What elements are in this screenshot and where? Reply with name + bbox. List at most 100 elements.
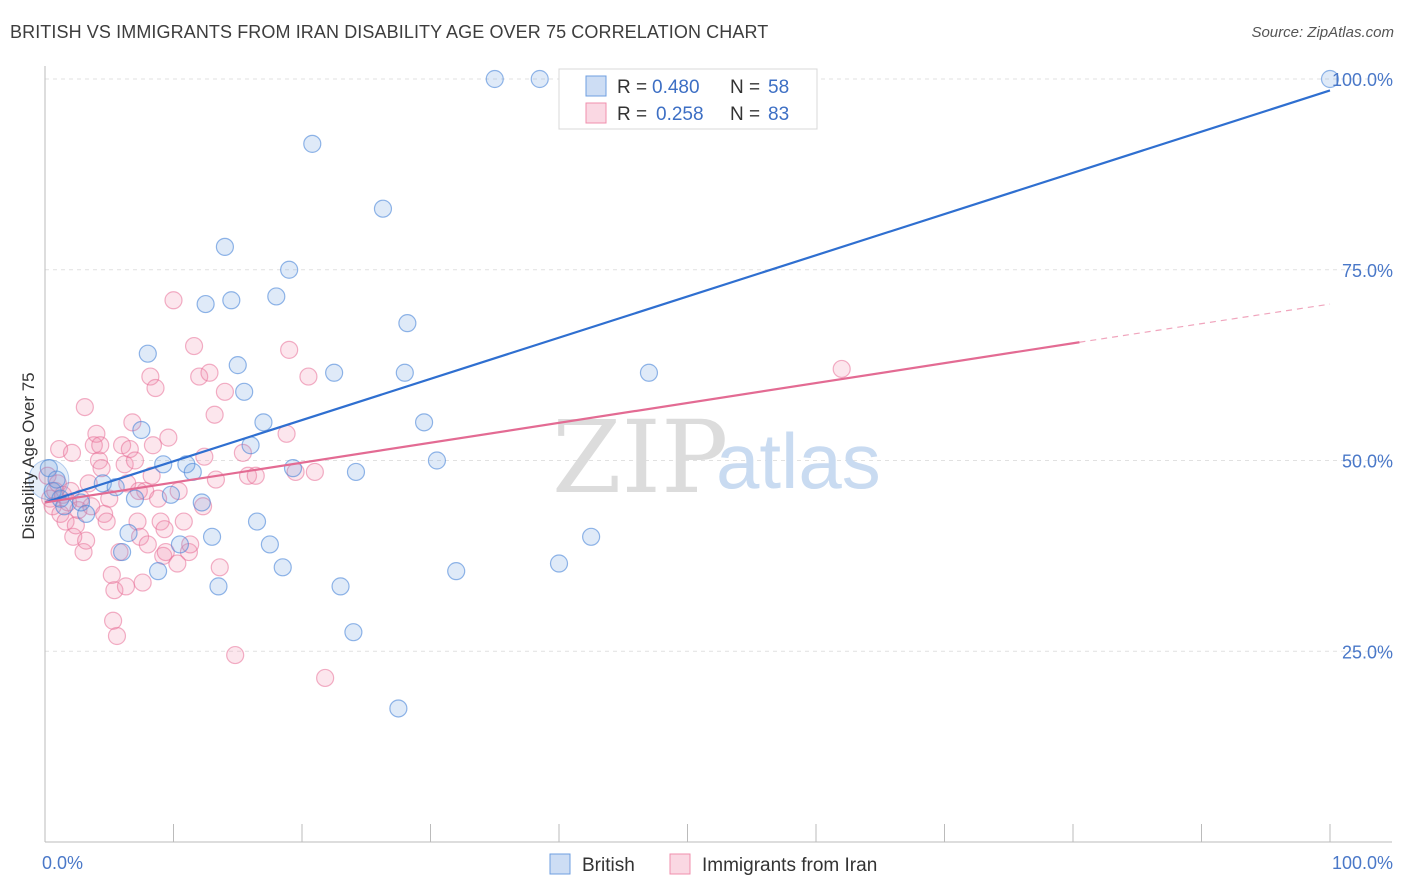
data-point-iran [181,535,200,554]
data-point-iran [77,531,96,550]
data-point-iran [200,363,219,382]
data-point-iran [87,424,106,443]
data-point-iran [120,439,139,459]
data-point-british [202,527,222,546]
data-point-british [267,287,286,306]
data-point-british [77,504,96,524]
data-point-iran [107,626,127,646]
legend-swatch-british [585,75,607,97]
source-label: Source: ZipAtlas.com [1251,24,1394,41]
data-point-iran [164,291,183,310]
data-point-iran [305,462,324,482]
data-point-british [530,69,549,89]
legend-n-value: 83 [768,104,789,125]
data-point-iran [215,382,234,401]
data-point-iran [104,611,123,630]
data-point-british [138,344,157,363]
data-point-iran [66,516,85,535]
data-point-british [273,558,292,577]
legend-swatch-iran [669,853,691,875]
tick-labels: 25.0% 50.0% 75.0% 100.0% 0.0% 100.0% [42,70,1393,873]
data-point-british [112,542,132,562]
trend-lines [44,89,1331,504]
y-tick-label: 50.0% [1342,452,1393,472]
data-point-iran [141,367,160,386]
data-point-iran [91,436,110,455]
data-point-iran [100,489,119,508]
data-point-british [331,577,350,596]
data-point-british [161,485,181,504]
legend-r-label: R = [617,104,647,125]
legend-r-value: 0.258 [656,104,704,125]
data-point-british [346,462,366,482]
data-point-iran [138,535,157,554]
trend-line-british [44,89,1331,504]
data-point-iran [280,340,299,359]
data-point-british-cluster [28,459,70,501]
trend-line-iran [44,341,1080,504]
data-point-iran [174,512,193,531]
legend-bottom: British Immigrants from Iran [549,853,877,876]
data-point-iran [130,527,150,546]
legend-swatch-british [549,853,571,875]
data-point-iran [233,443,252,462]
gridlines [45,78,1392,652]
data-point-british [132,420,151,440]
data-point-british [582,527,601,546]
iran-points [38,291,851,688]
x-tick-label: 0.0% [42,853,83,873]
data-point-british [344,623,363,642]
data-point-iran [156,542,175,562]
data-point-british [389,699,408,718]
data-point-british [325,363,344,382]
y-axis-title: Disability Age Over 75 [19,372,38,539]
legend-n-label: N = [730,77,760,98]
data-point-british [395,363,414,382]
data-point-british [228,356,247,375]
data-point-british [235,382,254,401]
legend-n-label: N = [730,104,760,125]
data-point-british [47,470,66,489]
data-point-british [119,523,138,543]
data-point-british [148,562,168,581]
data-point-british [639,363,659,382]
data-point-british [414,413,434,432]
data-point-iran [184,336,204,356]
data-point-british [427,451,447,470]
trend-line-iran-extension [1079,303,1331,343]
data-point-british [125,489,145,508]
data-point-british [177,455,196,474]
data-point-british [398,314,417,333]
data-point-british [485,69,504,89]
data-point-iran [155,520,174,539]
y-tick-label: 100.0% [1332,70,1393,90]
data-point-iran [92,459,111,478]
data-point-iran [190,367,209,386]
data-point-iran [299,367,318,386]
legend-n-value: 58 [768,77,789,98]
data-point-iran [62,443,82,462]
data-point-iran [133,573,152,592]
data-point-iran [75,397,94,417]
data-point-iran [56,512,75,531]
data-point-british [215,237,234,256]
data-point-iran [105,581,124,600]
data-point-british [1320,69,1340,89]
data-point-iran [206,470,226,489]
data-point-iran [205,405,224,424]
data-point-british [373,199,393,218]
data-point-iran [125,451,145,470]
data-point-british [222,291,241,310]
legend-top: R = 0.480 N = 58 R = 0.258 N = 83 [558,68,818,130]
data-point-british [260,535,279,554]
legend-label-iran: Immigrants from Iran [702,855,877,876]
british-points [28,69,1340,718]
watermark-zip: ZIP [552,399,728,516]
data-point-british [196,294,215,314]
data-point-iran [159,428,178,447]
y-tick-label: 25.0% [1342,642,1393,662]
y-tick-label: 75.0% [1342,261,1393,281]
data-point-iran [102,565,121,585]
data-point-british [170,535,190,554]
